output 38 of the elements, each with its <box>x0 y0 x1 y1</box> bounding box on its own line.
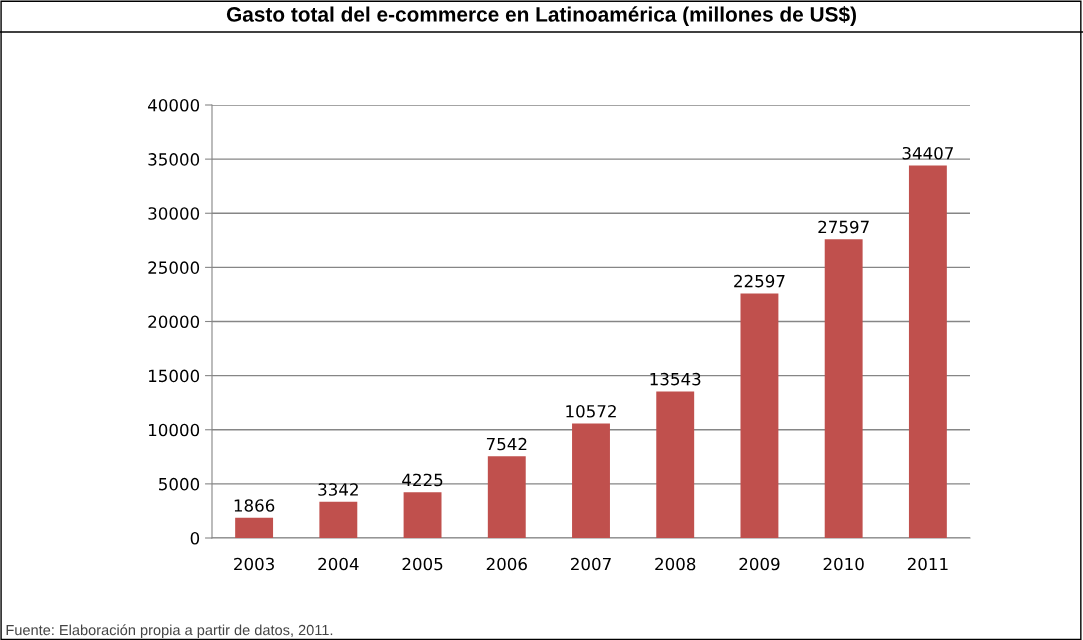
chart-title: Gasto total del e-commerce en Latinoamérica (millones de US$) <box>226 6 856 26</box>
y-tick-label: 40000 <box>147 98 200 112</box>
data-label: 10572 <box>566 404 616 418</box>
bar <box>824 239 863 538</box>
bar <box>487 456 526 538</box>
source-note: Fuente: Elaboración propia a partir de datos, 2011. <box>6 624 333 639</box>
bar <box>908 165 947 538</box>
y-tick-label: 30000 <box>148 207 200 220</box>
y-tick-label: 5000 <box>159 477 200 491</box>
bar <box>572 423 610 538</box>
data-label: 7542 <box>486 437 527 451</box>
data-label: 13543 <box>650 372 701 386</box>
bar <box>235 517 274 538</box>
data-label: 27597 <box>818 220 869 234</box>
bar <box>656 391 695 538</box>
y-tick-label: 10000 <box>149 423 200 437</box>
data-label: 1866 <box>234 499 275 512</box>
x-tick-label: 2008 <box>655 557 696 571</box>
data-label: 22597 <box>734 274 785 288</box>
bar <box>319 501 358 538</box>
x-tick-label: 2010 <box>823 557 864 571</box>
data-label: 4225 <box>402 473 443 487</box>
y-tick-label: 35000 <box>148 153 200 166</box>
x-tick-label: 2007 <box>571 557 611 571</box>
y-tick-label: 0 <box>190 531 200 545</box>
data-label: 3342 <box>318 483 358 496</box>
x-tick-label: 2005 <box>402 557 443 571</box>
x-tick-label: 2011 <box>907 557 948 571</box>
x-tick-label: 2006 <box>486 557 527 571</box>
y-tick-label: 15000 <box>149 369 200 383</box>
bar <box>740 293 779 538</box>
bar <box>403 492 442 538</box>
y-tick-label: 20000 <box>148 315 200 329</box>
y-tick-label: 25000 <box>148 261 200 274</box>
x-tick-label: 2004 <box>318 557 359 571</box>
data-label: 34407 <box>902 146 953 160</box>
x-tick-label: 2003 <box>234 557 274 571</box>
x-tick-label: 2009 <box>739 557 780 571</box>
